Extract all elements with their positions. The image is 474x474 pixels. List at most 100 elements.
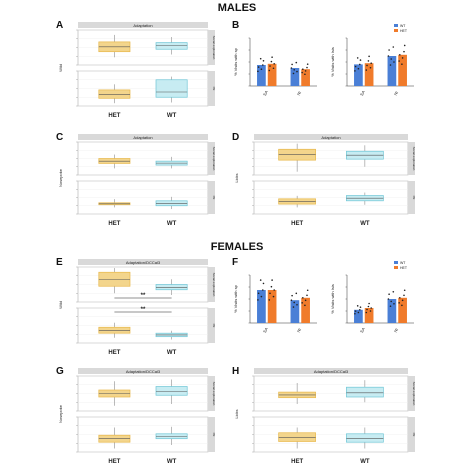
data-point	[304, 73, 306, 76]
bar-x-tick-label: SA	[359, 326, 366, 333]
data-point	[261, 64, 264, 66]
data-point	[259, 57, 262, 60]
bar-y-axis-label: % Visits with Isis	[330, 47, 335, 77]
data-point	[366, 308, 368, 311]
data-point	[273, 63, 275, 65]
data-point	[398, 302, 400, 304]
data-point	[257, 66, 260, 68]
data-point	[262, 60, 265, 62]
data-point	[302, 68, 304, 70]
data-point	[290, 299, 293, 301]
panel-a-boxplot: Adaptation Wild Social exploration ISI HET WT	[58, 22, 216, 119]
facet-label: Social exploration	[412, 382, 416, 406]
data-point	[399, 54, 401, 56]
title-strip	[78, 259, 208, 265]
data-point	[399, 297, 401, 299]
data-point	[357, 67, 360, 70]
legend-label-het: HET	[400, 266, 408, 270]
box-wt	[346, 433, 384, 443]
data-point	[290, 67, 293, 69]
x-tick-label-het: HET	[108, 350, 120, 356]
y-axis-label: Licks	[234, 173, 239, 182]
facet-strip	[408, 142, 415, 175]
data-point	[295, 61, 298, 64]
data-point	[306, 66, 308, 69]
data-point	[269, 292, 271, 295]
data-point	[354, 70, 356, 72]
panel-letter-b: B	[232, 20, 240, 31]
bar-y-axis-label: % Visits with Isis	[330, 284, 335, 314]
males-title: MALES	[217, 2, 257, 14]
facet-label: Social exploration	[212, 36, 216, 60]
facet-strip	[408, 181, 415, 214]
bar-wt-sa	[257, 290, 266, 323]
facet-strip	[208, 267, 215, 302]
y-axis-label: Wild	[58, 301, 63, 309]
bar-x-tick-label: NI	[296, 327, 302, 333]
bar-x-tick-label: SA	[359, 89, 366, 96]
data-point	[271, 279, 273, 281]
data-point	[291, 294, 293, 297]
data-point	[268, 299, 271, 301]
data-point	[295, 292, 298, 295]
bar-het-sa	[364, 63, 374, 86]
data-point	[293, 69, 295, 71]
panel-c-boxplot: Adaptation Nosepoke Social exploration ISI H…	[58, 134, 216, 227]
data-point	[358, 309, 361, 311]
bar-het-sa	[267, 290, 277, 323]
x-tick-label-wt: WT	[167, 350, 177, 356]
data-point	[356, 305, 359, 307]
title-strip	[254, 134, 408, 140]
bar-wt-ni	[387, 299, 397, 323]
bar-y-axis-label: % Visits with sp	[233, 284, 238, 312]
bar-het-ni	[398, 297, 407, 323]
bar-wt-ni	[290, 300, 300, 323]
data-point	[296, 70, 298, 73]
bar-x-tick-label: NI	[393, 90, 399, 96]
bar-wt-ni	[290, 68, 300, 86]
facet-label: ISI	[212, 87, 216, 91]
data-point	[257, 299, 259, 301]
bar-wt-sa	[354, 309, 363, 323]
data-point	[392, 46, 395, 48]
data-point	[388, 293, 390, 295]
facet-strip	[208, 30, 215, 65]
significance-label: **	[141, 293, 146, 299]
data-point	[403, 44, 406, 47]
data-point	[354, 312, 356, 315]
y-axis-label: Nosepoke	[58, 168, 63, 187]
bar-het-ni	[301, 297, 310, 323]
facet-label: Social exploration	[212, 382, 216, 406]
data-point	[354, 65, 357, 68]
panel-letter-a: A	[56, 20, 64, 31]
y-axis-label: Wild	[58, 64, 63, 72]
data-point	[269, 65, 271, 67]
panel-title: Adaptation/DCCal3	[126, 369, 161, 374]
box-wt	[155, 79, 188, 98]
bar-x-tick-label: SA	[262, 326, 269, 333]
title-strip	[78, 22, 208, 28]
bar-wt-sa	[354, 64, 363, 86]
panel-title: Adaptation/DCCal3	[314, 369, 349, 374]
data-point	[369, 66, 372, 69]
data-point	[401, 299, 404, 302]
data-point	[259, 279, 262, 281]
title-strip	[254, 368, 408, 374]
facet-label: ISI	[412, 433, 416, 437]
legend-label-wt: WT	[400, 261, 406, 265]
significance-label: **	[141, 307, 146, 313]
panel-letter-f: F	[232, 257, 239, 268]
data-point	[304, 299, 307, 302]
bar-het-ni	[398, 54, 407, 86]
facet-strip	[408, 376, 415, 411]
bar-wt-sa	[257, 65, 266, 86]
data-point	[387, 55, 390, 57]
bar-het-ni	[301, 69, 310, 86]
panel-letter-c: C	[56, 132, 64, 143]
data-point	[356, 57, 359, 59]
facet-label: Social exploration	[212, 147, 216, 171]
data-point	[257, 292, 260, 295]
facet-strip	[208, 308, 215, 343]
facet-strip	[208, 142, 215, 175]
data-point	[359, 59, 362, 61]
